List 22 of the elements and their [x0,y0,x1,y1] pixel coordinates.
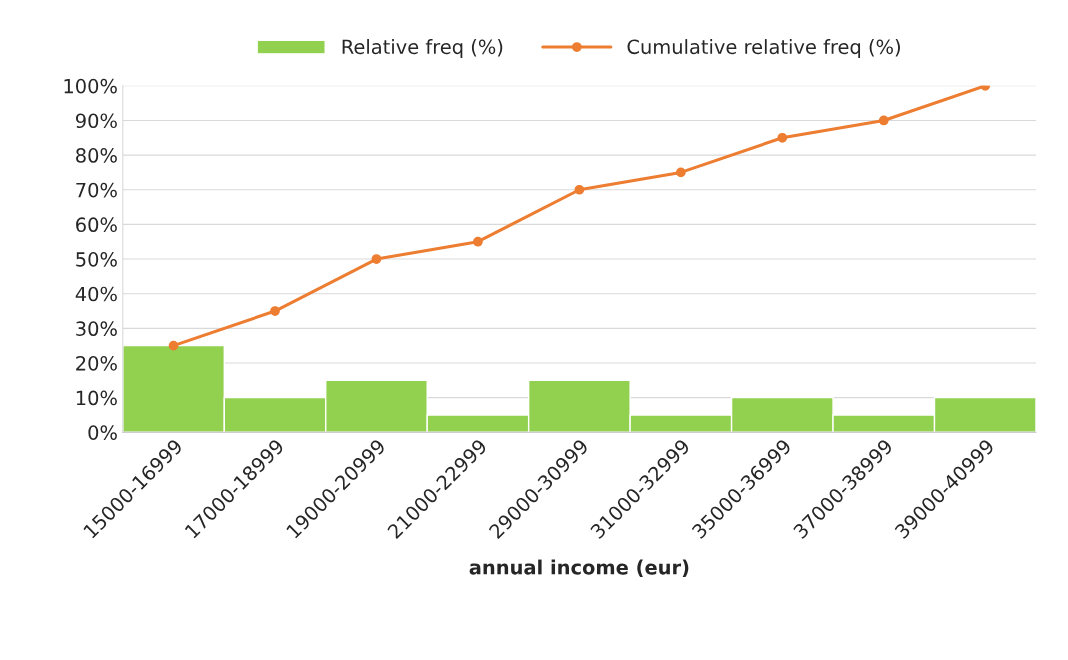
y-tick-label: 80% [76,148,117,163]
point [675,167,686,178]
y-tick-label: 20% [76,355,117,371]
legend-label: Relative freq (%) [342,39,503,58]
point [878,115,889,126]
point [777,132,788,143]
y-tick-label: 70% [76,182,117,198]
y-tick-label: 40% [75,286,117,302]
legend-label: Cumulative relative freq (%) [627,39,900,58]
y-tick-label: 0% [88,425,117,440]
point [168,340,179,351]
point [371,254,382,264]
y-tick-label: 100% [64,78,117,94]
y-tick-label: 50% [76,252,117,267]
x-axis-title: annual income (eur) [469,559,689,577]
point [270,306,280,316]
y-tick-label: 10% [76,390,117,406]
y-tick-label: 30% [76,321,117,337]
point [574,184,585,195]
point [473,236,483,247]
y-tick-label: 60% [76,217,117,233]
y-tick-label: 90% [75,113,117,129]
